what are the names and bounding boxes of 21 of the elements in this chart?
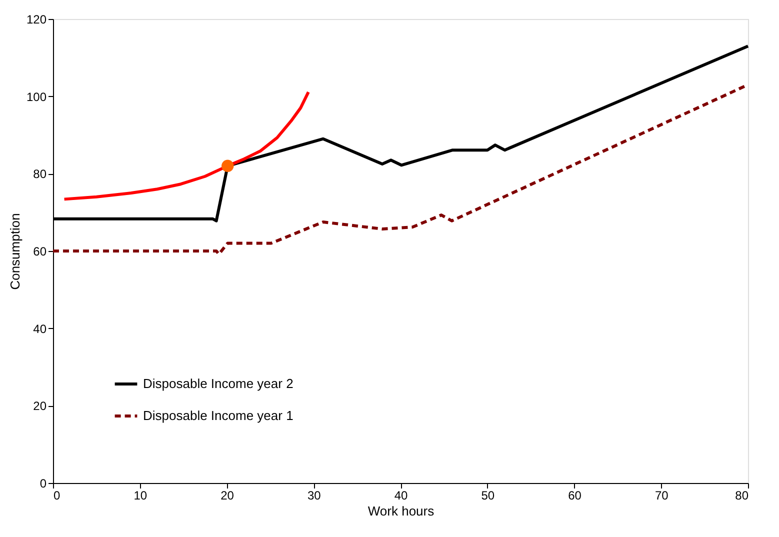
legend-label: Disposable Income year 2 (143, 376, 294, 391)
x-axis-title: Work hours (368, 504, 435, 518)
y-tick-label: 20 (33, 399, 47, 414)
x-tick-label: 40 (394, 488, 408, 502)
x-tick-label: 20 (220, 488, 234, 502)
line-series (62, 90, 310, 201)
y-tick-label: 100 (26, 90, 47, 104)
x-tick-label: 60 (568, 488, 582, 502)
y-tick-label: 40 (33, 322, 47, 336)
x-tick-label: 70 (654, 488, 669, 502)
y-axis-title: Consumption (7, 213, 22, 290)
x-tick-label: 0 (54, 488, 60, 502)
x-tick-label: 10 (134, 488, 148, 502)
y-tick-label: 80 (33, 167, 47, 182)
y-tick-label: 60 (33, 244, 47, 258)
x-tick-label: 30 (307, 488, 322, 502)
y-tick-label: 0 (40, 476, 47, 490)
y-tick-label: 120 (26, 12, 47, 26)
x-tick-label: 50 (481, 488, 495, 502)
x-tick-label: 80 (735, 488, 749, 502)
legend-label: Disposable Income year 1 (143, 408, 294, 423)
